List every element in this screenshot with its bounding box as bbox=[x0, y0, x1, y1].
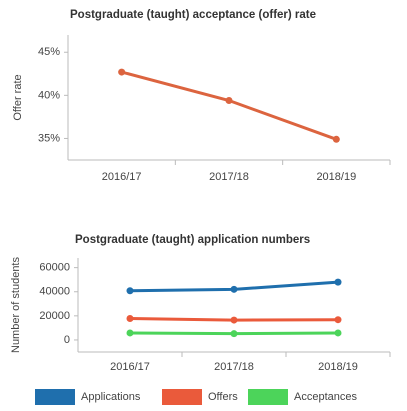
x-tick-label: 2016/17 bbox=[110, 361, 150, 373]
legend-swatch[interactable] bbox=[162, 389, 202, 405]
data-point bbox=[126, 314, 134, 322]
y-tick-label: 60000 bbox=[39, 262, 70, 274]
x-tick-label: 2018/19 bbox=[316, 171, 356, 183]
y-axis-label: Offer rate bbox=[12, 74, 24, 120]
data-point bbox=[225, 97, 233, 105]
data-point bbox=[334, 329, 342, 337]
chart-title: Postgraduate (taught) application number… bbox=[75, 234, 310, 246]
y-tick-label: 20000 bbox=[39, 310, 70, 322]
data-point bbox=[230, 316, 238, 324]
data-point bbox=[230, 285, 238, 293]
y-tick-label: 35% bbox=[38, 132, 60, 144]
y-tick-label: 40% bbox=[38, 89, 60, 101]
series-line bbox=[121, 70, 337, 141]
data-point bbox=[334, 278, 342, 286]
y-tick-label: 40000 bbox=[39, 286, 70, 298]
data-point bbox=[126, 287, 134, 295]
y-tick-label: 45% bbox=[38, 46, 60, 58]
x-tick-label: 2017/18 bbox=[214, 361, 254, 373]
legend-swatch[interactable] bbox=[248, 389, 288, 405]
legend-label: Applications bbox=[81, 391, 141, 403]
legend-swatch[interactable] bbox=[35, 389, 75, 405]
chart-title: Postgraduate (taught) acceptance (offer)… bbox=[70, 9, 316, 21]
data-point bbox=[118, 68, 126, 76]
data-point bbox=[230, 330, 238, 338]
legend-label: Acceptances bbox=[294, 391, 357, 403]
x-tick-label: 2018/19 bbox=[318, 361, 358, 373]
data-point bbox=[332, 135, 340, 143]
y-tick-label: 0 bbox=[64, 334, 70, 346]
data-point bbox=[126, 329, 134, 337]
legend-label: Offers bbox=[208, 391, 238, 403]
data-point bbox=[334, 316, 342, 324]
x-tick-label: 2016/17 bbox=[102, 171, 142, 183]
y-axis-label: Number of students bbox=[10, 257, 22, 353]
x-tick-label: 2017/18 bbox=[209, 171, 249, 183]
